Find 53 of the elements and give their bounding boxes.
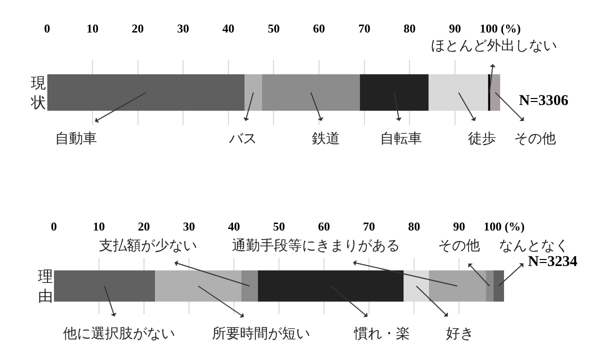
series-label: バス	[228, 131, 257, 147]
series-label: その他	[514, 131, 556, 147]
x-tick-label: 90	[448, 22, 461, 36]
x-tick-label: 100 (%)	[484, 220, 525, 234]
bar	[486, 270, 494, 302]
text: N=3234	[528, 254, 578, 270]
x-tick-label: 30	[182, 220, 195, 234]
bar	[493, 270, 504, 302]
x-tick-label: 60	[318, 220, 330, 234]
bar	[360, 74, 429, 111]
bar	[490, 74, 500, 111]
text: ほとんど外出しない	[431, 38, 557, 54]
x-tick-label: 40	[222, 22, 234, 36]
x-tick-label: 50	[268, 22, 280, 36]
x-tick-label: 70	[358, 22, 370, 36]
x-tick-label: 80	[404, 22, 416, 36]
series-label: 徒歩	[468, 131, 496, 147]
x-tick-label: 90	[453, 220, 466, 234]
bar	[258, 270, 404, 302]
x-tick-label: 80	[408, 220, 420, 234]
x-tick-label: 20	[138, 220, 150, 234]
x-tick-label: 100 (%)	[480, 22, 521, 36]
x-tick-label: 10	[92, 220, 105, 234]
text: 好き	[446, 326, 474, 342]
text: N=3306	[519, 93, 569, 109]
bar	[244, 74, 262, 111]
text: 通勤手段等にきまりがある	[232, 238, 400, 254]
series-label: 所要時間が短い	[212, 326, 310, 342]
bar	[54, 270, 156, 302]
x-tick-label: 30	[177, 22, 190, 36]
bar	[428, 270, 486, 302]
x-tick-label: 50	[273, 220, 285, 234]
x-tick-label: 20	[132, 22, 144, 36]
y-tick-label: 現状	[30, 74, 46, 112]
series-label: 自転車	[380, 131, 422, 147]
x-tick-label: 0	[50, 220, 57, 234]
x-tick-label: 40	[228, 220, 240, 234]
text: 支払額が少ない	[99, 238, 197, 254]
series-label: 鉄道	[312, 131, 340, 147]
bar	[155, 270, 242, 302]
series-label: 他に選択肢がない	[63, 326, 175, 342]
series-label: その他	[438, 238, 480, 254]
bar	[241, 270, 258, 302]
bar	[47, 74, 245, 111]
x-tick-label: 10	[86, 22, 98, 36]
x-tick-label: 70	[363, 220, 376, 234]
series-label: なんとなく	[499, 238, 569, 254]
y-tick-label: 理由	[38, 268, 53, 305]
x-tick-label: 0	[44, 22, 50, 36]
series-label: 慣れ・楽	[353, 326, 410, 342]
bar	[262, 74, 360, 111]
series-label: 自動車	[55, 131, 97, 147]
x-tick-label: 60	[313, 22, 326, 36]
